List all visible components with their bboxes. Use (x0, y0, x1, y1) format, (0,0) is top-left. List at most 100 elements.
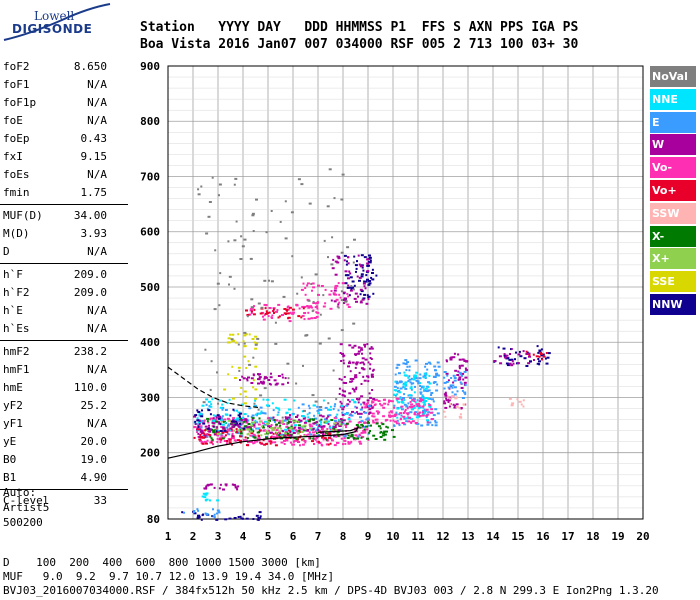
echo-point (226, 417, 230, 420)
echo-point (386, 426, 389, 429)
echo-point (423, 388, 426, 391)
echo-point (334, 287, 338, 290)
echo-point (292, 427, 295, 430)
echo-point (307, 404, 310, 407)
echo-point (348, 294, 351, 297)
echo-point (370, 375, 373, 378)
echo-point (312, 404, 316, 407)
param-value: 110.0 (73, 381, 107, 394)
echo-point (405, 417, 409, 420)
echo-point (216, 427, 218, 430)
echo-point (217, 511, 221, 514)
echo-point (355, 386, 358, 389)
echo-point (289, 416, 292, 419)
echo-point (412, 378, 416, 381)
echo-point (200, 415, 204, 418)
echo-point (203, 434, 207, 437)
echo-point (460, 387, 464, 389)
echo-point (239, 379, 241, 381)
echo-point (253, 305, 255, 308)
echo-point (364, 406, 368, 409)
echo-point (193, 510, 196, 512)
echo-point (366, 437, 370, 440)
echo-point (505, 354, 509, 357)
echo-point (233, 429, 236, 432)
echo-point (340, 290, 343, 293)
echo-point (526, 351, 529, 354)
echo-point (432, 400, 435, 403)
echo-point (416, 380, 420, 383)
echo-point (260, 442, 263, 445)
echo-point (224, 421, 227, 424)
echo-point (295, 416, 298, 418)
echo-point (373, 399, 377, 402)
echo-point (230, 423, 234, 426)
echo-point (538, 360, 541, 363)
echo-point (219, 406, 223, 409)
echo-point (360, 395, 364, 398)
echo-point (183, 511, 185, 514)
echo-point (251, 414, 255, 417)
param-row-hf2: h`F2 209.0 (0, 284, 128, 302)
echo-point (258, 373, 261, 376)
echo-point (335, 398, 338, 401)
param-name: foE (3, 114, 23, 127)
echo-point (211, 176, 214, 179)
echo-point (408, 378, 412, 381)
echo-point (433, 375, 437, 378)
echo-point (253, 308, 256, 311)
echo-point (263, 376, 267, 379)
echo-point (278, 408, 281, 411)
echo-point (427, 389, 431, 392)
echo-point (257, 378, 259, 381)
auto-code: 500200 (3, 516, 43, 529)
echo-point (340, 428, 343, 431)
echo-point (228, 433, 231, 436)
echo-point (348, 392, 352, 395)
echo-point (223, 440, 227, 442)
echo-point (328, 425, 331, 428)
echo-point (326, 205, 330, 208)
echo-point (533, 359, 535, 361)
echo-point (360, 436, 363, 439)
echo-point (366, 278, 369, 281)
echo-point (237, 425, 241, 428)
echo-point (419, 385, 422, 387)
echo-point (351, 361, 355, 364)
echo-point (449, 397, 453, 400)
echo-point (276, 436, 280, 439)
echo-point (312, 301, 315, 303)
echo-point (302, 282, 305, 285)
echo-point (398, 424, 401, 427)
echo-point (350, 288, 353, 291)
echo-point (539, 353, 543, 355)
echo-point (360, 275, 364, 278)
echo-point (366, 270, 370, 273)
echo-point (460, 364, 464, 367)
echo-point (281, 376, 284, 379)
echo-point (333, 426, 337, 429)
echo-point (363, 379, 367, 382)
auto-program: Artist5 (3, 501, 50, 514)
echo-point (437, 374, 440, 377)
echo-point (302, 415, 305, 418)
echo-point (231, 432, 234, 435)
echo-point (419, 391, 423, 394)
echo-point (419, 373, 422, 376)
echo-point (325, 443, 329, 446)
echo-point (322, 438, 325, 441)
echo-point (342, 299, 346, 301)
echo-point (374, 438, 378, 440)
echo-point (535, 355, 539, 358)
echo-point (368, 347, 372, 350)
echo-point (272, 307, 276, 310)
echo-point (425, 373, 428, 376)
echo-point (399, 397, 402, 400)
echo-point (349, 380, 353, 383)
echo-point (205, 435, 209, 438)
echo-point (545, 362, 549, 365)
echo-point (407, 394, 410, 397)
echo-point (236, 419, 240, 422)
echo-point (202, 401, 206, 404)
echo-point (205, 398, 209, 401)
